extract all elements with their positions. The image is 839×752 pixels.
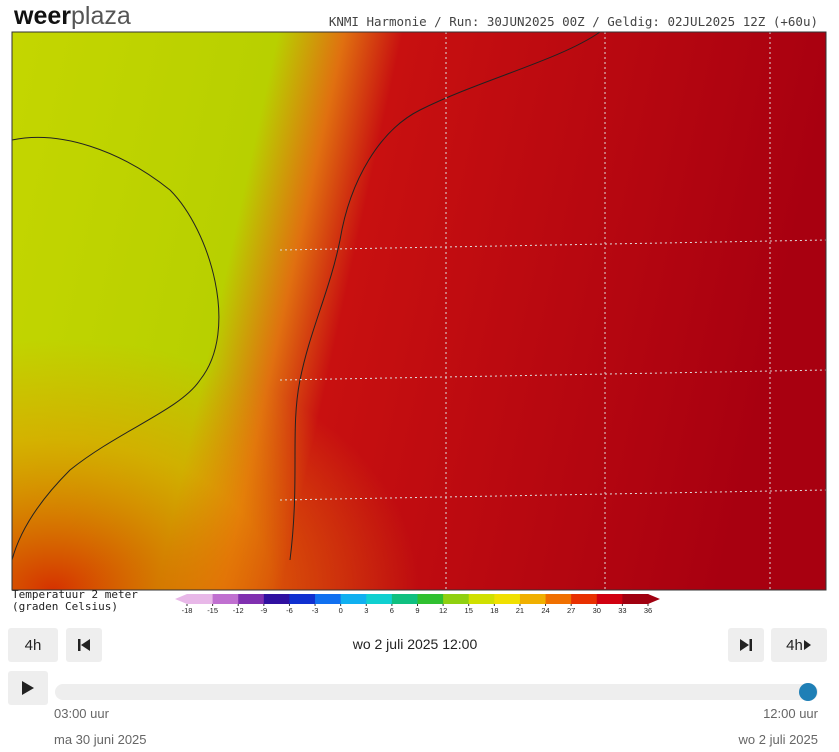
colorbar-segment	[238, 594, 265, 604]
coastline	[289, 31, 601, 561]
colorbar-tick-label: -15	[207, 606, 218, 615]
start-date: ma 30 juni 2025	[54, 732, 147, 747]
colorbar-arrow	[175, 594, 187, 604]
colorbar-tick-label: -18	[182, 606, 193, 615]
colorbar-segment	[366, 594, 393, 604]
colorbar-segment	[468, 594, 495, 604]
colorbar-tick-label: 0	[339, 606, 343, 615]
map-border	[11, 31, 827, 591]
map-panel: weerplaza KNMI Harmonie / Run: 30JUN2025…	[11, 2, 827, 615]
colorbar-tick-label: 36	[644, 606, 652, 615]
colorbar-tick-label: -12	[233, 606, 244, 615]
colorbar-segment	[187, 594, 214, 604]
map-shade	[12, 32, 826, 590]
current-time: wo 2 juli 2025 12:00	[352, 636, 478, 652]
end-date: wo 2 juli 2025	[738, 732, 819, 747]
icon	[78, 639, 90, 651]
colorbar-segment	[315, 594, 342, 604]
colorbar-tick-label: 30	[593, 606, 601, 615]
colorbar-segment	[494, 594, 521, 604]
time-slider[interactable]	[55, 684, 818, 700]
step-back-button[interactable]: 4h	[8, 628, 58, 662]
colorbar-tick-label: -6	[286, 606, 293, 615]
coastline	[11, 137, 220, 561]
colorbar-segment	[571, 594, 598, 604]
colorbar-tick-label: 15	[465, 606, 473, 615]
colorbar-tick-label: 33	[618, 606, 626, 615]
icon	[22, 681, 34, 695]
colorbar-tick-label: 18	[490, 606, 498, 615]
play-button[interactable]	[8, 671, 48, 705]
colorbar-segment	[340, 594, 367, 604]
colorbar-segment	[622, 594, 649, 604]
legend-title: Temperatuur 2 meter	[12, 588, 138, 601]
colorbar-segment	[263, 594, 290, 604]
colorbar-segment	[289, 594, 316, 604]
colorbar-tick-label: 21	[516, 606, 524, 615]
logo: weerplaza	[13, 2, 131, 30]
button-label: 4h	[786, 636, 803, 654]
colorbar-tick-label: -3	[312, 606, 319, 615]
colorbar-tick-label: 12	[439, 606, 447, 615]
colorbar-tick-label: -9	[260, 606, 267, 615]
colorbar-segment	[391, 594, 418, 604]
end-time: 12:00 uur	[763, 706, 818, 721]
icon	[803, 640, 811, 650]
colorbar-segment	[417, 594, 444, 604]
icon	[740, 639, 752, 651]
run-info: KNMI Harmonie / Run: 30JUN2025 00Z / Gel…	[329, 14, 818, 29]
step-forward-button[interactable]: 4h	[771, 628, 827, 662]
slider-knob[interactable]	[799, 683, 817, 701]
button-label: 4h	[24, 636, 42, 654]
colorbar-segment	[596, 594, 623, 604]
colorbar-segment	[212, 594, 239, 604]
skip-end-button[interactable]	[728, 628, 764, 662]
colorbar-tick-label: 6	[390, 606, 394, 615]
colorbar-tick-label: 27	[567, 606, 575, 615]
colorbar-arrow	[648, 594, 660, 604]
start-time: 03:00 uur	[54, 706, 109, 721]
legend-subtitle: (graden Celsius)	[12, 600, 118, 613]
colorbar-segment	[545, 594, 572, 604]
graticule	[279, 32, 827, 590]
colorbar-segment	[519, 594, 547, 604]
colorbar: -18 -15 -12 -9 -6 -3 0 3 6 9 12 15 18 21 24 27 30 33 36	[175, 594, 660, 615]
colorbar-tick-label: 3	[364, 606, 368, 615]
colorbar-segment	[443, 594, 470, 604]
colorbar-tick-label: 9	[415, 606, 419, 615]
colorbar-tick-label: 24	[541, 606, 549, 615]
skip-start-button[interactable]	[66, 628, 102, 662]
